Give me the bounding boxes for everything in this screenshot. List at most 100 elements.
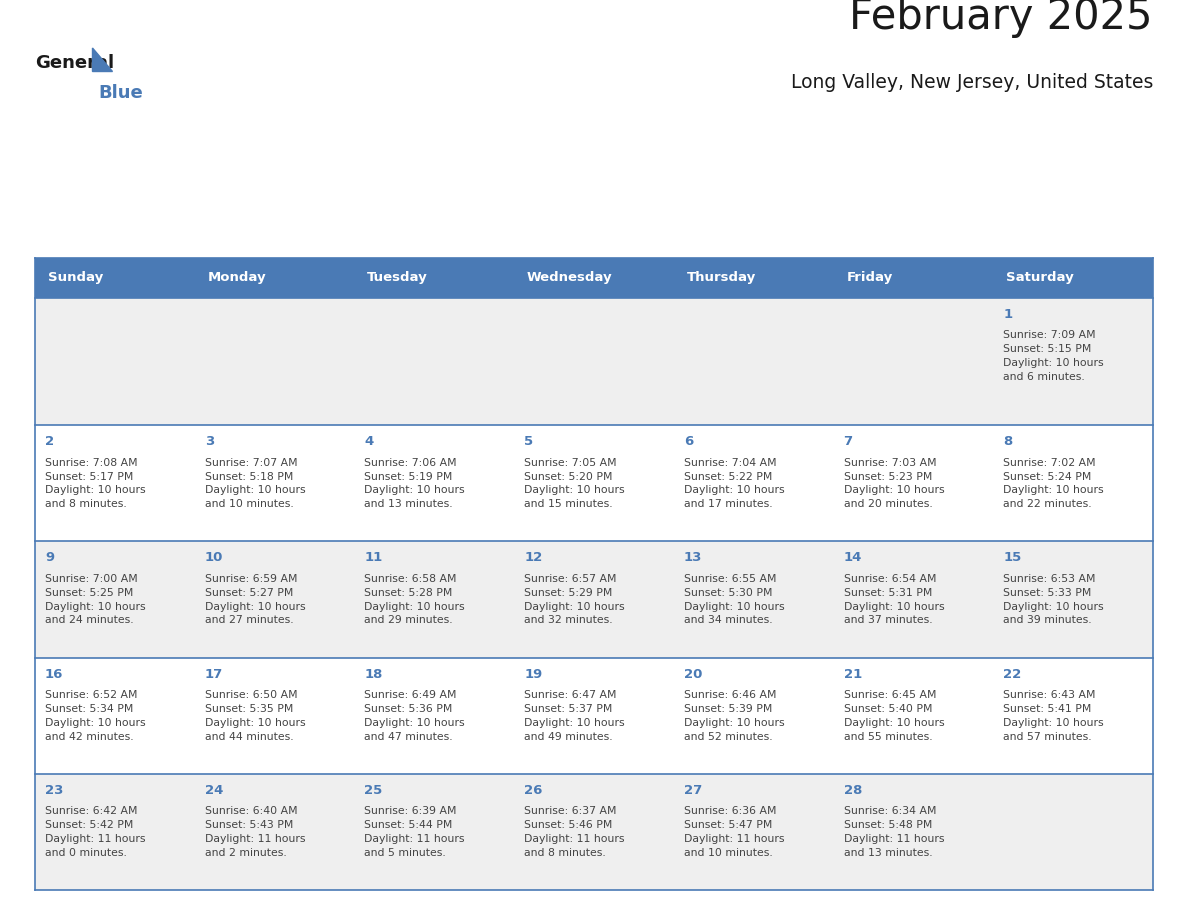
Text: Daylight: 10 hours: Daylight: 10 hours xyxy=(45,601,146,611)
Text: Daylight: 10 hours: Daylight: 10 hours xyxy=(524,601,625,611)
Text: Sunset: 5:33 PM: Sunset: 5:33 PM xyxy=(1004,588,1092,598)
Text: Sunset: 5:37 PM: Sunset: 5:37 PM xyxy=(524,704,613,714)
Text: Sunset: 5:31 PM: Sunset: 5:31 PM xyxy=(843,588,931,598)
Text: Sunrise: 7:07 AM: Sunrise: 7:07 AM xyxy=(204,458,297,468)
Text: Daylight: 10 hours: Daylight: 10 hours xyxy=(684,486,784,496)
Text: Sunset: 5:22 PM: Sunset: 5:22 PM xyxy=(684,472,772,482)
Bar xyxy=(34,657,1154,774)
Text: Sunset: 5:18 PM: Sunset: 5:18 PM xyxy=(204,472,293,482)
Bar xyxy=(514,258,674,298)
Text: Sunday: Sunday xyxy=(48,272,103,285)
Text: Daylight: 11 hours: Daylight: 11 hours xyxy=(843,834,944,844)
Text: Sunrise: 6:57 AM: Sunrise: 6:57 AM xyxy=(524,574,617,584)
Text: Sunset: 5:29 PM: Sunset: 5:29 PM xyxy=(524,588,613,598)
Text: Daylight: 10 hours: Daylight: 10 hours xyxy=(1004,718,1104,728)
Text: Sunrise: 7:00 AM: Sunrise: 7:00 AM xyxy=(45,574,138,584)
Text: 24: 24 xyxy=(204,784,223,797)
Text: Friday: Friday xyxy=(846,272,892,285)
Text: Daylight: 10 hours: Daylight: 10 hours xyxy=(524,486,625,496)
Text: and 17 minutes.: and 17 minutes. xyxy=(684,499,772,509)
Text: 11: 11 xyxy=(365,552,383,565)
Text: Daylight: 10 hours: Daylight: 10 hours xyxy=(1004,358,1104,368)
Text: 16: 16 xyxy=(45,667,63,680)
Text: Sunrise: 6:59 AM: Sunrise: 6:59 AM xyxy=(204,574,297,584)
Text: Sunset: 5:19 PM: Sunset: 5:19 PM xyxy=(365,472,453,482)
Text: and 44 minutes.: and 44 minutes. xyxy=(204,732,293,742)
Bar xyxy=(34,258,195,298)
Text: Sunset: 5:39 PM: Sunset: 5:39 PM xyxy=(684,704,772,714)
Text: Sunrise: 6:42 AM: Sunrise: 6:42 AM xyxy=(45,806,138,816)
Text: Sunrise: 6:39 AM: Sunrise: 6:39 AM xyxy=(365,806,457,816)
Text: Daylight: 10 hours: Daylight: 10 hours xyxy=(45,486,146,496)
Text: and 29 minutes.: and 29 minutes. xyxy=(365,615,453,625)
Text: Sunset: 5:48 PM: Sunset: 5:48 PM xyxy=(843,820,931,830)
Text: 17: 17 xyxy=(204,667,223,680)
Text: Sunrise: 6:46 AM: Sunrise: 6:46 AM xyxy=(684,690,776,700)
Text: 7: 7 xyxy=(843,435,853,448)
Text: Sunset: 5:17 PM: Sunset: 5:17 PM xyxy=(45,472,133,482)
Text: and 8 minutes.: and 8 minutes. xyxy=(524,847,606,857)
Text: Daylight: 10 hours: Daylight: 10 hours xyxy=(45,718,146,728)
Text: Sunset: 5:27 PM: Sunset: 5:27 PM xyxy=(204,588,293,598)
Text: 28: 28 xyxy=(843,784,862,797)
Text: and 34 minutes.: and 34 minutes. xyxy=(684,615,772,625)
Text: Thursday: Thursday xyxy=(687,272,756,285)
Text: and 8 minutes.: and 8 minutes. xyxy=(45,499,127,509)
Text: 20: 20 xyxy=(684,667,702,680)
Bar xyxy=(34,774,1154,890)
Text: Daylight: 10 hours: Daylight: 10 hours xyxy=(365,486,465,496)
Text: Saturday: Saturday xyxy=(1006,272,1074,285)
Text: Sunrise: 6:47 AM: Sunrise: 6:47 AM xyxy=(524,690,617,700)
Text: Sunrise: 6:40 AM: Sunrise: 6:40 AM xyxy=(204,806,297,816)
Text: and 0 minutes.: and 0 minutes. xyxy=(45,847,127,857)
Text: Sunset: 5:42 PM: Sunset: 5:42 PM xyxy=(45,820,133,830)
Text: Sunset: 5:35 PM: Sunset: 5:35 PM xyxy=(204,704,293,714)
Text: Daylight: 10 hours: Daylight: 10 hours xyxy=(684,718,784,728)
Text: Sunset: 5:43 PM: Sunset: 5:43 PM xyxy=(204,820,293,830)
Text: 22: 22 xyxy=(1004,667,1022,680)
Text: Daylight: 11 hours: Daylight: 11 hours xyxy=(524,834,625,844)
Text: Daylight: 10 hours: Daylight: 10 hours xyxy=(1004,601,1104,611)
Text: Sunset: 5:24 PM: Sunset: 5:24 PM xyxy=(1004,472,1092,482)
Bar xyxy=(834,258,993,298)
Polygon shape xyxy=(93,48,113,72)
Text: Sunset: 5:46 PM: Sunset: 5:46 PM xyxy=(524,820,613,830)
Text: 8: 8 xyxy=(1004,435,1012,448)
Text: 25: 25 xyxy=(365,784,383,797)
Text: Sunrise: 6:50 AM: Sunrise: 6:50 AM xyxy=(204,690,297,700)
Text: 21: 21 xyxy=(843,667,861,680)
Text: Daylight: 10 hours: Daylight: 10 hours xyxy=(204,601,305,611)
Text: and 2 minutes.: and 2 minutes. xyxy=(204,847,286,857)
Text: 12: 12 xyxy=(524,552,543,565)
Text: Sunset: 5:20 PM: Sunset: 5:20 PM xyxy=(524,472,613,482)
Text: Daylight: 10 hours: Daylight: 10 hours xyxy=(843,486,944,496)
Text: 18: 18 xyxy=(365,667,383,680)
Text: Daylight: 11 hours: Daylight: 11 hours xyxy=(204,834,305,844)
Text: 13: 13 xyxy=(684,552,702,565)
Text: Sunrise: 7:02 AM: Sunrise: 7:02 AM xyxy=(1004,458,1095,468)
Text: Sunset: 5:15 PM: Sunset: 5:15 PM xyxy=(1004,344,1092,354)
Text: and 32 minutes.: and 32 minutes. xyxy=(524,615,613,625)
Text: Sunrise: 6:45 AM: Sunrise: 6:45 AM xyxy=(843,690,936,700)
Text: 23: 23 xyxy=(45,784,63,797)
Text: and 13 minutes.: and 13 minutes. xyxy=(365,499,453,509)
Text: Sunrise: 6:37 AM: Sunrise: 6:37 AM xyxy=(524,806,617,816)
Text: 19: 19 xyxy=(524,667,543,680)
Bar xyxy=(195,258,354,298)
Text: Sunrise: 7:04 AM: Sunrise: 7:04 AM xyxy=(684,458,777,468)
Text: 5: 5 xyxy=(524,435,533,448)
Text: Sunset: 5:47 PM: Sunset: 5:47 PM xyxy=(684,820,772,830)
Text: Daylight: 10 hours: Daylight: 10 hours xyxy=(843,718,944,728)
Text: Sunset: 5:23 PM: Sunset: 5:23 PM xyxy=(843,472,931,482)
Text: and 6 minutes.: and 6 minutes. xyxy=(1004,372,1085,382)
Text: and 55 minutes.: and 55 minutes. xyxy=(843,732,933,742)
Text: Daylight: 10 hours: Daylight: 10 hours xyxy=(204,718,305,728)
Bar xyxy=(993,258,1154,298)
Text: Sunrise: 6:55 AM: Sunrise: 6:55 AM xyxy=(684,574,776,584)
Text: Sunrise: 6:36 AM: Sunrise: 6:36 AM xyxy=(684,806,776,816)
Text: 2: 2 xyxy=(45,435,55,448)
Text: Daylight: 10 hours: Daylight: 10 hours xyxy=(684,601,784,611)
Bar xyxy=(34,542,1154,657)
Text: and 15 minutes.: and 15 minutes. xyxy=(524,499,613,509)
Text: General: General xyxy=(34,54,114,72)
